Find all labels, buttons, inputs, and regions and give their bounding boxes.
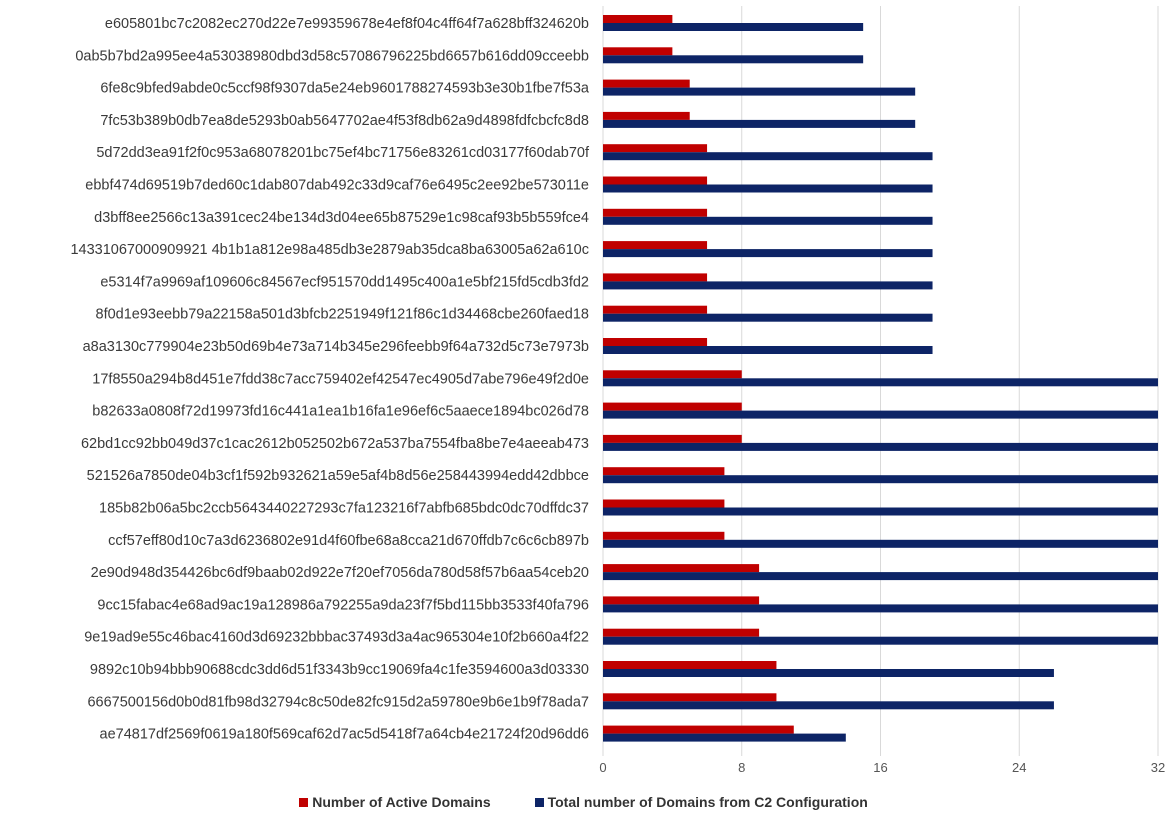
bar-active-domains	[603, 305, 708, 314]
category-label: 7fc53b389b0db7ea8de5293b0ab5647702ae4f53…	[100, 113, 589, 129]
bar-active-domains	[603, 564, 760, 573]
bar-active-domains	[603, 15, 673, 23]
legend-label-active: Number of Active Domains	[312, 794, 491, 810]
bar-active-domains	[603, 725, 794, 734]
category-label: 62bd1cc92bb049d37c1cac2612b052502b672a53…	[81, 436, 589, 452]
bar-active-domains	[603, 402, 742, 411]
bar-total-domains	[603, 733, 846, 742]
category-label: 17f8550a294b8d451e7fdd38c7acc759402ef425…	[92, 371, 589, 387]
bar-active-domains	[603, 499, 725, 508]
bar-total-domains	[603, 184, 933, 193]
bar-active-domains	[603, 176, 708, 185]
bar-total-domains	[603, 636, 1158, 645]
bar-total-domains	[603, 410, 1158, 419]
category-label: d3bff8ee2566c13a391cec24be134d3d04ee65b8…	[94, 210, 589, 226]
bar-active-domains	[603, 47, 673, 56]
legend: Number of Active Domains Total number of…	[0, 794, 1167, 810]
legend-label-total: Total number of Domains from C2 Configur…	[547, 794, 868, 810]
category-label: 6fe8c9bfed9abde0c5ccf98f9307da5e24eb9601…	[100, 81, 590, 97]
bar-total-domains	[603, 216, 933, 225]
category-label: 5d72dd3ea91f2f0c953a68078201bc75ef4bc717…	[96, 145, 590, 161]
bar-total-domains	[603, 572, 1158, 581]
bar-total-domains	[603, 669, 1054, 677]
bar-active-domains	[603, 273, 708, 282]
bar-active-domains	[603, 208, 708, 217]
bar-total-domains	[603, 475, 1158, 484]
bar-total-domains	[603, 346, 933, 354]
category-label: 9892c10b94bbb90688cdc3dd6d51f3343b9cc190…	[90, 662, 589, 678]
bar-active-domains	[603, 628, 760, 637]
legend-item-active: Number of Active Domains	[299, 794, 491, 810]
category-label: 8f0d1e93eebb79a22158a501d3bfcb2251949f12…	[96, 307, 590, 323]
bar-active-domains	[603, 693, 777, 702]
bar-active-domains	[603, 144, 708, 153]
legend-swatch-total	[534, 797, 544, 807]
bar-total-domains	[603, 378, 1158, 387]
category-label: 14331067000909921 4b1b1a812e98a485db3e28…	[70, 242, 589, 258]
category-label: ae74817df2569f0619a180f569caf62d7ac5d541…	[100, 727, 589, 743]
category-label: e605801bc7c2082ec270d22e7e99359678e4ef8f…	[105, 16, 589, 32]
bar-active-domains	[603, 467, 725, 476]
bar-active-domains	[603, 79, 690, 88]
bar-active-domains	[603, 241, 708, 250]
x-tick-label: 8	[738, 760, 745, 775]
category-label: ccf57eff80d10c7a3d6236802e91d4f60fbe68a8…	[108, 533, 589, 549]
category-label: b82633a0808f72d19973fd16c441a1ea1b16fa1e…	[92, 404, 589, 420]
bar-active-domains	[603, 370, 742, 379]
bar-chart-plot: 0 8 16 24 32 e605801bc7c2082ec270d22e7e993596…	[70, 6, 1165, 775]
category-label: 9e19ad9e55c46bac4160d3d69232bbbac37493d3…	[84, 630, 589, 646]
legend-swatch-active	[299, 797, 309, 807]
bar-total-domains	[603, 701, 1054, 710]
bar-active-domains	[603, 434, 742, 443]
bar-total-domains	[603, 281, 933, 290]
category-label: 0ab5b7bd2a995ee4a53038980dbd3d58c5708679…	[75, 48, 589, 64]
category-label: ebbf474d69519b7ded60c1dab807dab492c33d9c…	[85, 178, 589, 194]
x-tick-label: 16	[873, 760, 887, 775]
category-label: e5314f7a9969af109606c84567ecf951570dd149…	[100, 274, 589, 290]
legend-item-total: Total number of Domains from C2 Configur…	[534, 794, 868, 810]
bar-active-domains	[603, 338, 708, 346]
category-label: a8a3130c779904e23b50d69b4e73a714b345e296…	[83, 339, 589, 355]
bar-total-domains	[603, 507, 1158, 516]
bar-total-domains	[603, 87, 916, 96]
category-label: 185b82b06a5bc2ccb5643440227293c7fa123216…	[99, 501, 589, 517]
x-tick-label: 0	[599, 760, 606, 775]
bar-active-domains	[603, 531, 725, 540]
bar-total-domains	[603, 604, 1158, 613]
bar-active-domains	[603, 111, 690, 120]
x-tick-label: 24	[1012, 760, 1026, 775]
bar-total-domains	[603, 152, 933, 161]
bar-total-domains	[603, 55, 864, 64]
category-label: 9cc15fabac4e68ad9ac19a128986a792255a9da2…	[97, 597, 589, 613]
bar-active-domains	[603, 661, 777, 669]
bar-total-domains	[603, 23, 864, 31]
bar-total-domains	[603, 249, 933, 258]
bar-active-domains	[603, 596, 760, 605]
category-label: 6667500156d0b0d81fb98d32794c8c50de82fc91…	[87, 694, 589, 710]
category-label: 2e90d948d354426bc6df9baab02d922e7f20ef70…	[91, 565, 589, 581]
category-label: 521526a7850de04b3cf1f592b932621a59e5af4b…	[87, 468, 589, 484]
bar-total-domains	[603, 119, 916, 128]
bar-total-domains	[603, 442, 1158, 451]
bar-total-domains	[603, 313, 933, 322]
x-tick-label: 32	[1151, 760, 1165, 775]
bar-total-domains	[603, 539, 1158, 548]
